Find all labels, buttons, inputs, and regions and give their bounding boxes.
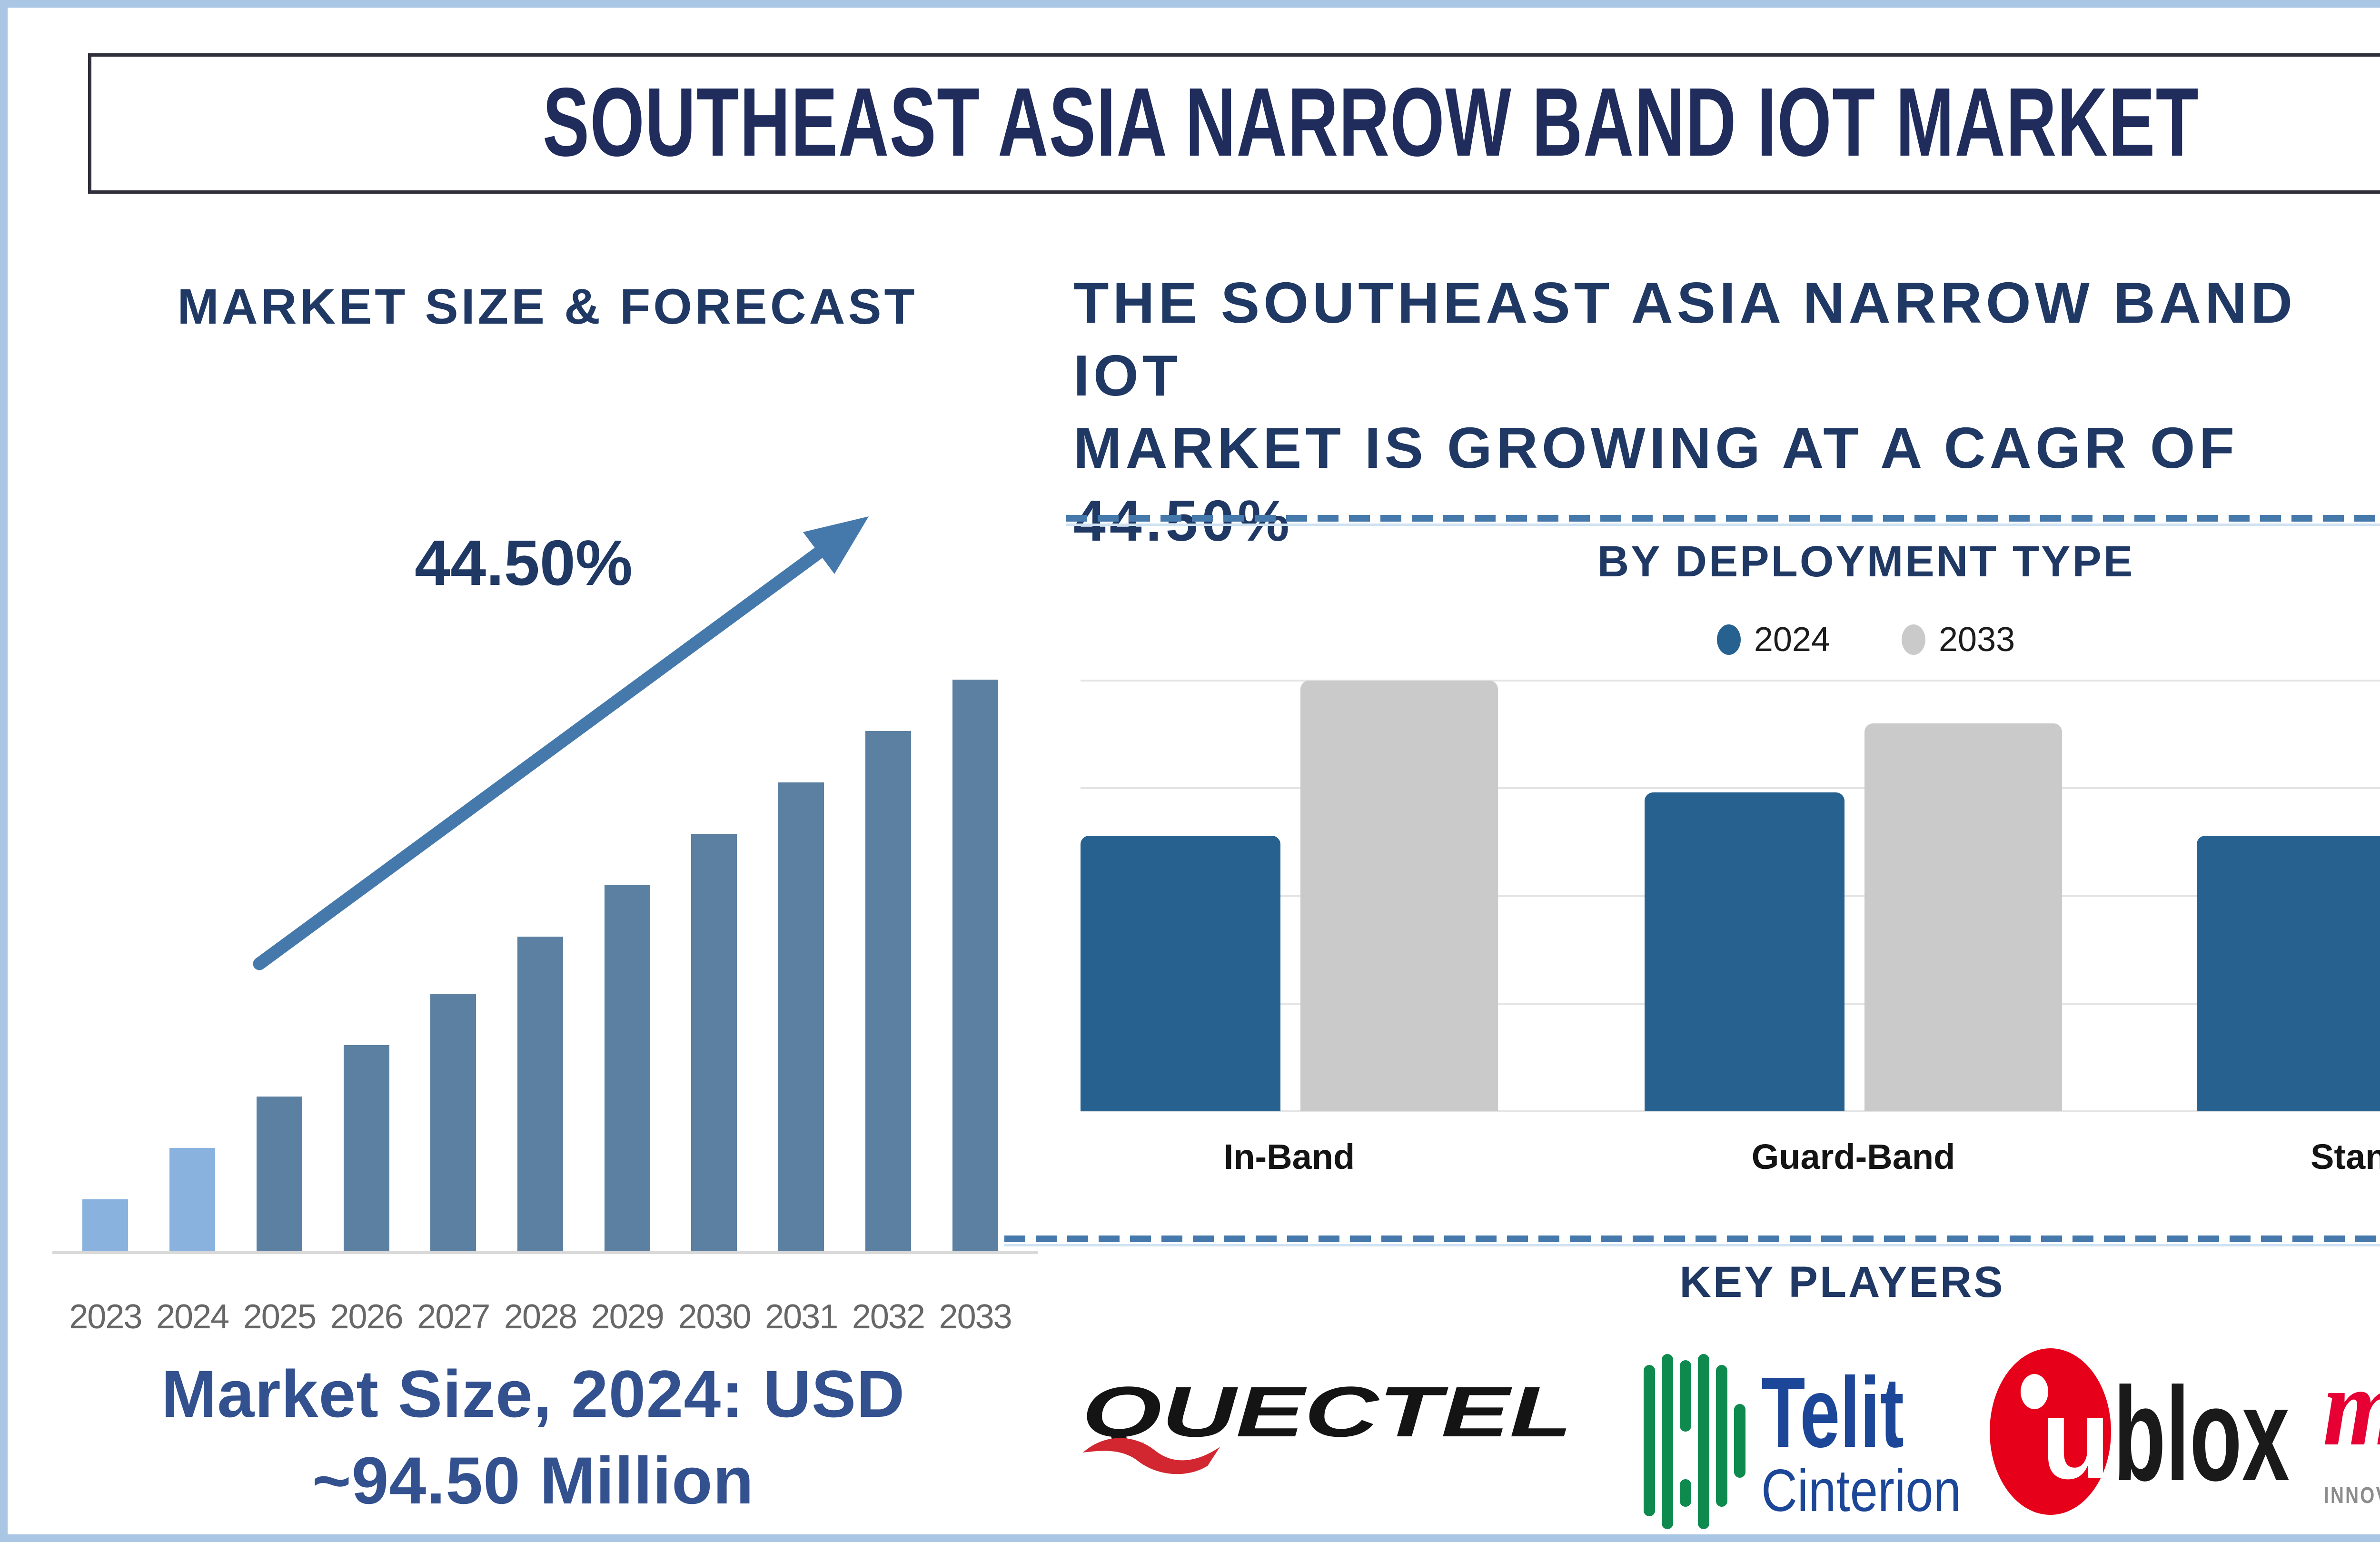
separator-dashed-line-top bbox=[1066, 515, 2380, 526]
gridline-100 bbox=[1081, 1110, 2380, 1112]
forecast-bar-cell bbox=[410, 680, 497, 1251]
market-size-note-line2: ~94.50 Million bbox=[312, 1443, 754, 1518]
quectel-logo: QUECTEL bbox=[1078, 1372, 1602, 1490]
growth-statement: THE SOUTHEAST ASIA NARROW BAND IOT MARKE… bbox=[1073, 267, 2380, 557]
forecast-bar-2023 bbox=[82, 1199, 129, 1251]
forecast-bar-cell bbox=[671, 680, 758, 1251]
growth-statement-line1: THE SOUTHEAST ASIA NARROW BAND IOT bbox=[1073, 270, 2297, 408]
telit-cinterion-logo: Telit Cinterion bbox=[1640, 1354, 1973, 1532]
murata-wordmark: muRata bbox=[2323, 1345, 2380, 1469]
forecast-bar-2033 bbox=[952, 680, 998, 1251]
forecast-bar-2025 bbox=[256, 1097, 302, 1251]
forecast-bar-cell bbox=[584, 680, 671, 1251]
forecast-bar-cell bbox=[323, 680, 410, 1251]
ublox-wordmark: blox bbox=[2113, 1360, 2290, 1509]
forecast-year-labels: 2023 2024 2025 2026 2027 2028 2029 2030 2031 2032… bbox=[62, 1297, 1019, 1336]
year-label-2030: 2030 bbox=[678, 1298, 751, 1336]
telit-logo-text: Telit bbox=[1761, 1359, 1904, 1466]
murata-logo: muRata INNOVATOR IN ELECTRONICS bbox=[2323, 1345, 2380, 1523]
forecast-bar-cell bbox=[758, 680, 845, 1251]
deployment-group-Guard-Band bbox=[1645, 723, 2062, 1111]
deployment-bar-2024-Guard-Band bbox=[1645, 792, 1844, 1111]
murata-tagline: INNOVATOR IN ELECTRONICS bbox=[2324, 1483, 2380, 1508]
year-label-2023: 2023 bbox=[69, 1298, 142, 1336]
forecast-bar-2031 bbox=[778, 782, 824, 1251]
quectel-swoosh-icon bbox=[1083, 1438, 1220, 1474]
forecast-bar-cell bbox=[932, 680, 1019, 1251]
deployment-category-label-In-Band: In-Band bbox=[1223, 1137, 1355, 1176]
forecast-bar-2032 bbox=[865, 731, 911, 1251]
deployment-group-In-Band bbox=[1081, 681, 1498, 1111]
forecast-bar-2026 bbox=[343, 1045, 389, 1251]
growth-arrow-icon bbox=[253, 516, 869, 970]
title-svg: SOUTHEAST ASIA NARROW BAND IOT MARKET bbox=[543, 68, 2199, 177]
ublox-logo: u blox bbox=[1971, 1344, 2304, 1521]
legend-label-2033: 2033 bbox=[1939, 621, 2015, 659]
year-label-2027: 2027 bbox=[417, 1298, 490, 1336]
deployment-bar-2033-In-Band bbox=[1300, 681, 1498, 1111]
ublox-dot-icon bbox=[2021, 1374, 2048, 1409]
separator-dashed-line-bottom bbox=[1004, 1236, 2380, 1246]
forecast-bar-cell bbox=[497, 680, 584, 1251]
deployment-bar-2024-Standalone bbox=[2197, 836, 2380, 1111]
year-label-2029: 2029 bbox=[591, 1298, 664, 1336]
telit-wordmark: Telit bbox=[1761, 1359, 1904, 1466]
forecast-bar-cell bbox=[149, 680, 236, 1251]
year-label-2031: 2031 bbox=[765, 1298, 838, 1336]
year-label-2024: 2024 bbox=[156, 1298, 229, 1336]
legend-item-2033: 2033 bbox=[1902, 620, 2015, 659]
forecast-bar-2024 bbox=[169, 1148, 216, 1251]
growth-statement-line2: MARKET IS GROWING AT A CAGR OF bbox=[1073, 415, 2239, 480]
forecast-bar-2028 bbox=[517, 937, 563, 1251]
murata-tagline-svg: INNOVATOR IN ELECTRONICS bbox=[2324, 1483, 2380, 1508]
forecast-bar-cell bbox=[62, 680, 149, 1251]
deployment-bar-2024-In-Band bbox=[1081, 836, 1280, 1111]
market-forecast-chart bbox=[62, 680, 1019, 1251]
forecast-bar-2030 bbox=[691, 834, 737, 1251]
year-label-2026: 2026 bbox=[330, 1298, 403, 1336]
market-forecast-title: MARKET SIZE & FORECAST bbox=[177, 279, 918, 335]
gridline-0 bbox=[1081, 680, 2380, 682]
year-label-2032: 2032 bbox=[852, 1298, 925, 1336]
deployment-chart bbox=[1081, 680, 2380, 1112]
year-label-2033: 2033 bbox=[939, 1298, 1012, 1336]
cinterion-wordmark: Cinterion bbox=[1761, 1461, 1961, 1524]
deployment-bar-2033-Guard-Band bbox=[1864, 723, 2062, 1111]
forecast-bar-2029 bbox=[604, 885, 650, 1251]
forecast-bar-2027 bbox=[430, 994, 476, 1251]
legend-dot-2033 bbox=[1902, 624, 1925, 655]
forecast-bar-cell bbox=[236, 680, 323, 1251]
deployment-category-labels: In-Band Guard-Band Standalone bbox=[1081, 1137, 2380, 1179]
ublox-u-letter: u bbox=[2041, 1375, 2111, 1502]
quectel-logo-text: QUECTEL bbox=[1082, 1375, 1572, 1452]
legend-dot-2024 bbox=[1716, 624, 1741, 655]
legend-item-2024: 2024 bbox=[1716, 620, 1830, 659]
deployment-legend: 2024 2033 bbox=[1081, 620, 2380, 659]
deployment-category-label-Standalone: Standalone bbox=[2311, 1137, 2380, 1176]
quectel-wordmark: QUECTEL bbox=[1082, 1372, 1572, 1474]
ublox-circle-icon bbox=[1990, 1348, 2111, 1515]
deployment-group-Standalone bbox=[2197, 681, 2380, 1111]
market-size-note-line1: Market Size, 2024: USD bbox=[161, 1356, 905, 1431]
title-box: SOUTHEAST ASIA NARROW BAND IOT MARKET bbox=[88, 53, 2380, 194]
legend-label-2024: 2024 bbox=[1754, 621, 1830, 659]
cinterion-logo-text: Cinterion bbox=[1761, 1461, 1961, 1524]
x-axis-line bbox=[52, 1251, 1038, 1254]
deployment-section-title: BY DEPLOYMENT TYPE bbox=[1597, 537, 2135, 586]
key-players-title: KEY PLAYERS bbox=[1679, 1258, 2005, 1306]
year-label-2025: 2025 bbox=[243, 1298, 317, 1336]
murata-logo-text: muRata bbox=[2323, 1352, 2380, 1469]
page-title: SOUTHEAST ASIA NARROW BAND IOT MARKET bbox=[543, 68, 2199, 177]
year-label-2028: 2028 bbox=[504, 1298, 577, 1336]
cagr-callout: 44.50% bbox=[415, 527, 633, 599]
gridline-25 bbox=[1081, 787, 2380, 790]
deployment-category-label-Guard-Band: Guard-Band bbox=[1751, 1137, 1955, 1176]
market-size-note: Market Size, 2024: USD ~94.50 Million bbox=[43, 1351, 1023, 1524]
ublox-logo-text: blox bbox=[2113, 1360, 2290, 1509]
forecast-bar-cell bbox=[845, 680, 932, 1251]
